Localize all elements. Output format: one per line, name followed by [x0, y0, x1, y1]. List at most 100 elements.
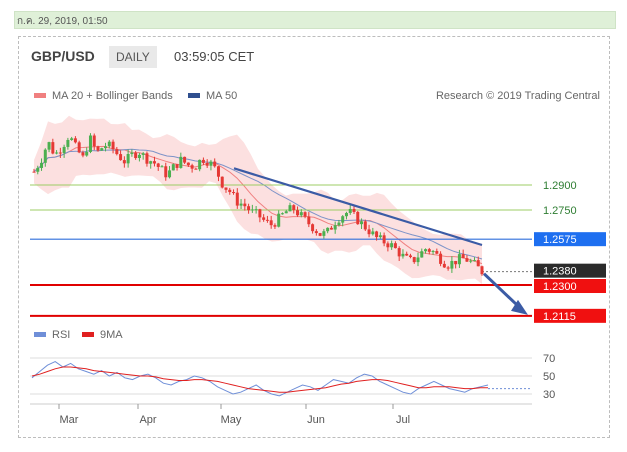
candle-up [36, 167, 40, 172]
candle-up [277, 213, 281, 227]
candle-up [424, 249, 428, 252]
candle-down [73, 138, 77, 143]
level-tag-1.2300 [534, 279, 606, 294]
date-bar: ก.ค. 29, 2019, 01:50 [14, 11, 616, 29]
candle-up [198, 159, 202, 170]
ma20-line [33, 145, 483, 265]
ma50-legend-swatch [188, 93, 200, 98]
candle-down [446, 267, 450, 269]
candle-down [77, 142, 81, 153]
candle-up [107, 141, 111, 147]
level-label-1.2750: 1.2750 [543, 205, 577, 217]
candle-down [318, 233, 322, 236]
candle-down [427, 249, 431, 252]
candle-up [326, 227, 330, 232]
candle-up [333, 225, 337, 230]
candle-down [454, 260, 458, 265]
candle-up [85, 151, 89, 156]
candle-down [186, 162, 190, 166]
ma9-legend-label: 9MA [100, 329, 123, 341]
candle-up [371, 231, 375, 235]
candle-up [171, 164, 175, 171]
ma20-legend-swatch [34, 93, 46, 98]
candle-up [472, 260, 476, 262]
candle-down [235, 192, 239, 206]
candle-up [457, 254, 461, 265]
candle-up [469, 260, 473, 262]
candle-down [205, 162, 209, 166]
candle-down [115, 149, 119, 155]
rsi-ma9-line [31, 366, 488, 393]
candle-up [360, 221, 364, 225]
candle-down [216, 166, 220, 177]
candlesticks [32, 133, 484, 276]
rsi-tick-30: 30 [543, 389, 555, 401]
ma50-line [33, 148, 483, 260]
candle-down [465, 258, 469, 262]
candle-down [408, 255, 412, 258]
candle-down [81, 152, 85, 156]
candle-down [307, 216, 311, 225]
rsi-legend-label: RSI [52, 329, 70, 341]
candle-down [311, 224, 315, 232]
candle-down [269, 220, 273, 226]
level-label-1.2300: 1.2300 [543, 281, 577, 293]
candle-down [152, 161, 156, 164]
candle-up [137, 154, 141, 159]
candle-down [164, 166, 168, 178]
candle-up [344, 212, 348, 217]
candle-up [337, 222, 341, 226]
candle-down [382, 235, 386, 244]
candle-up [160, 166, 164, 168]
rsi-legend-swatch [34, 332, 46, 337]
candle-down [356, 211, 360, 225]
candle-down [92, 135, 96, 147]
credit-text: Research © 2019 Trading Central [436, 90, 600, 102]
candle-up [401, 253, 405, 257]
candle-down [96, 146, 100, 151]
projection-arrow-head [511, 299, 528, 315]
candle-up [250, 209, 254, 211]
resistance-trendline [233, 167, 483, 247]
candle-down [397, 248, 401, 257]
candle-up [55, 152, 59, 154]
candle-up [431, 251, 435, 253]
candle-down [145, 153, 149, 164]
candle-down [405, 253, 409, 256]
candle-down [194, 168, 198, 170]
candle-down [175, 164, 179, 168]
candle-up [378, 235, 382, 238]
candle-down [220, 176, 224, 188]
candle-up [62, 146, 66, 154]
candle-up [254, 209, 258, 211]
candle-up [66, 139, 70, 147]
candle-down [435, 251, 439, 254]
period-badge[interactable]: DAILY [109, 46, 157, 68]
candle-down [51, 142, 55, 154]
candle-down [375, 231, 379, 238]
candle-up [322, 231, 326, 236]
candle-down [262, 217, 266, 220]
date-text: ก.ค. 29, 2019, 01:50 [17, 16, 108, 27]
candle-up [280, 213, 284, 215]
candle-up [104, 146, 108, 149]
level-label-1.2115: 1.2115 [543, 311, 576, 323]
candle-down [201, 159, 205, 163]
rsi-tick-70: 70 [543, 353, 555, 365]
candle-up [40, 162, 44, 168]
x-tick-label-apr: Apr [139, 414, 156, 426]
ma20-legend-label: MA 20 + Bollinger Bands [52, 90, 173, 102]
candle-up [420, 251, 424, 258]
candle-up [141, 153, 145, 155]
x-tick-label-may: May [221, 414, 242, 426]
level-tag-1.2115 [534, 308, 606, 323]
candle-down [224, 187, 228, 190]
candle-up [168, 170, 172, 178]
rsi-line [31, 361, 489, 397]
candle-down [439, 253, 443, 264]
x-tick-label-mar: Mar [60, 414, 79, 426]
candle-up [390, 243, 394, 248]
rsi-panel: 70 50 30 [30, 353, 555, 401]
candle-down [363, 221, 367, 230]
